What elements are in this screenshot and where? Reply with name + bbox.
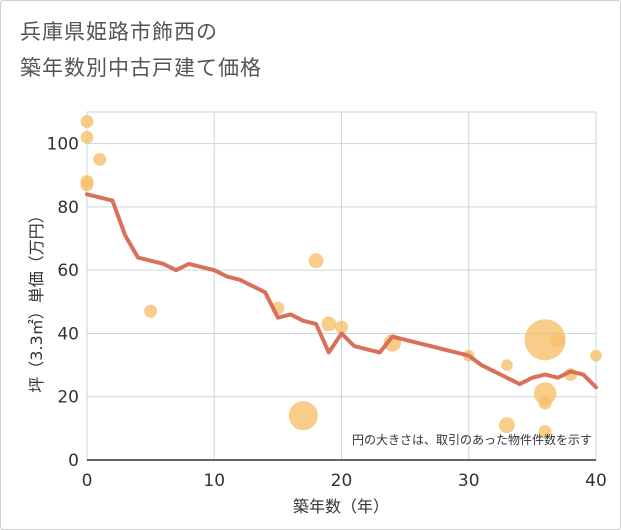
x-tick-label: 20 [331, 471, 353, 491]
y-tick-label: 40 [57, 324, 79, 344]
average-price-line [85, 192, 598, 390]
bubble-point [308, 253, 324, 269]
y-axis-ticks: 0 20 40 60 80 100 [47, 135, 79, 471]
bubble-point [288, 401, 318, 431]
bubble-point [524, 319, 566, 361]
bubble-point [533, 382, 557, 405]
x-tick-label: 30 [458, 471, 480, 491]
bubble-point [538, 396, 552, 410]
y-tick-label: 80 [57, 198, 79, 218]
bubble-point [501, 359, 513, 371]
y-tick-label: 100 [47, 135, 79, 155]
chart-title-line-2: 築年数別中古戸建て価格 [20, 56, 262, 80]
x-tick-label: 0 [82, 471, 93, 491]
bubble-size-note: 円の大きさは、取引のあった物件件数を示す [352, 432, 592, 447]
chart-title: 兵庫県姫路市飾西の 築年数別中古戸建て価格 [20, 14, 262, 86]
bubble-point [335, 320, 348, 334]
bubble-point [498, 417, 515, 434]
bubble-point [144, 304, 158, 318]
bubble-point [550, 332, 566, 348]
y-axis-title: 坪（3.3㎡）単価（万円） [27, 207, 46, 392]
bubble-point [538, 425, 552, 439]
x-tick-label: 40 [585, 471, 607, 491]
x-tick-label: 10 [203, 471, 225, 491]
bubble-point [93, 152, 107, 166]
y-tick-label: 0 [68, 451, 79, 471]
chart-title-line-1: 兵庫県姫路市飾西の [20, 20, 218, 44]
y-tick-label: 60 [57, 261, 79, 281]
x-axis-ticks: 0 10 20 30 40 [82, 471, 607, 491]
x-axis-title: 築年数（年） [293, 497, 389, 516]
bubble-point [321, 316, 337, 332]
bubble-point [80, 178, 94, 192]
bubble-point [80, 114, 94, 128]
y-tick-label: 20 [57, 388, 79, 408]
bubble-point [590, 349, 602, 362]
bubble-point [80, 130, 94, 144]
